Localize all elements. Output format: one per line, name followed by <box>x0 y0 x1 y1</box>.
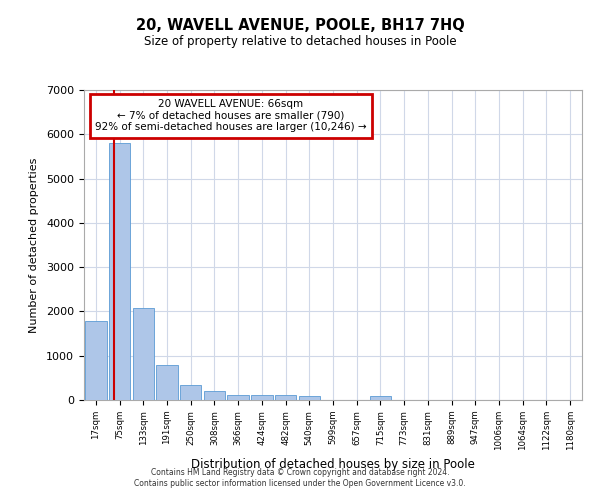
Text: Size of property relative to detached houses in Poole: Size of property relative to detached ho… <box>143 35 457 48</box>
Bar <box>204 392 225 400</box>
Bar <box>275 395 296 400</box>
Bar <box>85 321 107 400</box>
Bar <box>227 394 249 400</box>
Text: Contains HM Land Registry data © Crown copyright and database right 2024.
Contai: Contains HM Land Registry data © Crown c… <box>134 468 466 487</box>
Bar <box>251 395 272 400</box>
Text: 20 WAVELL AVENUE: 66sqm
← 7% of detached houses are smaller (790)
92% of semi-de: 20 WAVELL AVENUE: 66sqm ← 7% of detached… <box>95 100 367 132</box>
Y-axis label: Number of detached properties: Number of detached properties <box>29 158 39 332</box>
Bar <box>370 396 391 400</box>
Text: 20, WAVELL AVENUE, POOLE, BH17 7HQ: 20, WAVELL AVENUE, POOLE, BH17 7HQ <box>136 18 464 32</box>
X-axis label: Distribution of detached houses by size in Poole: Distribution of detached houses by size … <box>191 458 475 471</box>
Bar <box>109 143 130 400</box>
Bar <box>157 364 178 400</box>
Bar <box>180 385 202 400</box>
Bar <box>133 308 154 400</box>
Bar <box>299 396 320 400</box>
